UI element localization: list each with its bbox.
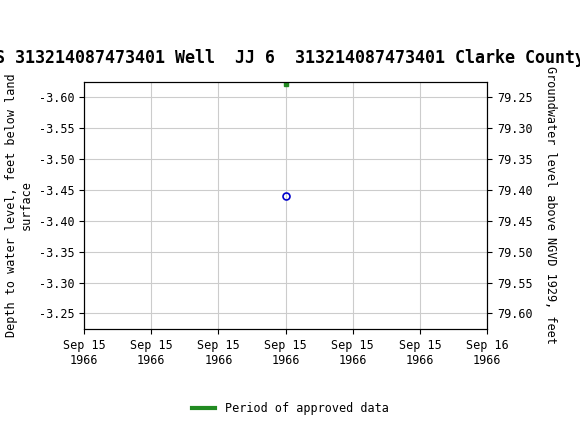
Text: USGS 313214087473401 Well  JJ 6  313214087473401 Clarke County Al: USGS 313214087473401 Well JJ 6 313214087… [0,49,580,67]
Text: ≡: ≡ [9,9,34,38]
Y-axis label: Depth to water level, feet below land
surface: Depth to water level, feet below land su… [5,74,33,337]
Legend: Period of approved data: Period of approved data [187,397,393,420]
Y-axis label: Groundwater level above NGVD 1929, feet: Groundwater level above NGVD 1929, feet [543,66,557,344]
Text: USGS: USGS [38,13,106,33]
